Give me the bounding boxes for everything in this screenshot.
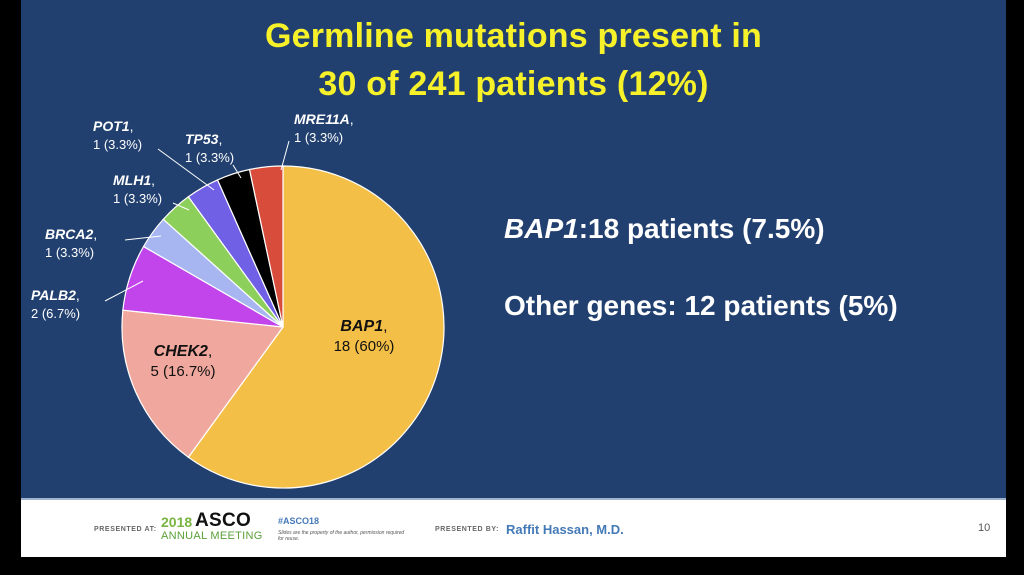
- bap1-stat: BAP1:18 patients (7.5%): [504, 212, 825, 246]
- slice-value-brca2: 1 (3.3%): [45, 245, 94, 260]
- slide: Germline mutations present in 30 of 241 …: [21, 0, 1006, 557]
- asco-logo-year: 2018: [161, 514, 193, 530]
- leader-line-pot1: [157, 148, 215, 191]
- presented-by-label: PRESENTED BY:: [435, 526, 500, 533]
- pie-chart: BAP1, 18 (60%) CHEK2, 5 (16.7%) PALB2, 2 (6.7…: [31, 111, 445, 489]
- leader-line-mre11a: [280, 140, 290, 171]
- hashtag: #ASCO18: [278, 516, 320, 526]
- slide-title-line-2: 30 of 241 patients (12%): [318, 65, 709, 103]
- slice-label-bap1: BAP1,: [340, 318, 387, 335]
- slide-footer: PRESENTED AT: 2018 ASCO ANNUAL MEETING #…: [21, 500, 1006, 557]
- leader-line-mlh1: [172, 202, 190, 211]
- asco-logo-word: ASCO: [195, 510, 252, 531]
- leader-line-tp53: [232, 164, 242, 179]
- pie-slice-chek2: [121, 309, 285, 459]
- slice-label-mre11a: MRE11A,: [294, 111, 354, 127]
- slice-label-pot1: POT1,: [93, 118, 133, 134]
- disclaimer: Slides are the property of the author, p…: [278, 530, 405, 542]
- pie-slice-mre11a: [248, 165, 284, 328]
- slice-value-pot1: 1 (3.3%): [93, 137, 142, 152]
- bap1-gene-name: BAP1: [504, 213, 579, 244]
- slice-value-chek2: 5 (16.7%): [150, 363, 215, 380]
- slice-value-bap1: 18 (60%): [334, 338, 395, 355]
- presenter-name: Raffit Hassan, M.D.: [506, 522, 624, 537]
- slice-label-tp53: TP53,: [185, 131, 222, 147]
- slice-value-mlh1: 1 (3.3%): [113, 191, 162, 206]
- slice-label-mlh1: MLH1,: [113, 172, 155, 188]
- pie-slice-bap1: [187, 165, 445, 489]
- slice-value-tp53: 1 (3.3%): [185, 150, 234, 165]
- bap1-stat-text: :18 patients (7.5%): [578, 213, 825, 244]
- slide-title-line-1: Germline mutations present in: [264, 17, 762, 55]
- slice-label-palb2: PALB2,: [31, 287, 80, 303]
- presented-at-label: PRESENTED AT:: [94, 526, 157, 533]
- page-number: 10: [978, 522, 991, 534]
- slice-value-palb2: 2 (6.7%): [31, 306, 80, 321]
- leader-line-brca2: [124, 235, 162, 241]
- leader-line-palb2: [104, 280, 144, 302]
- slice-value-mre11a: 1 (3.3%): [294, 130, 343, 145]
- slice-label-chek2: CHEK2,: [154, 343, 213, 360]
- asco-logo-annual-meeting: ANNUAL MEETING: [161, 530, 263, 542]
- content-panel: Germline mutations present in 30 of 241 …: [21, 0, 1006, 500]
- other-genes-stat: Other genes: 12 patients (5%): [504, 290, 898, 321]
- slice-label-brca2: BRCA2,: [45, 226, 97, 242]
